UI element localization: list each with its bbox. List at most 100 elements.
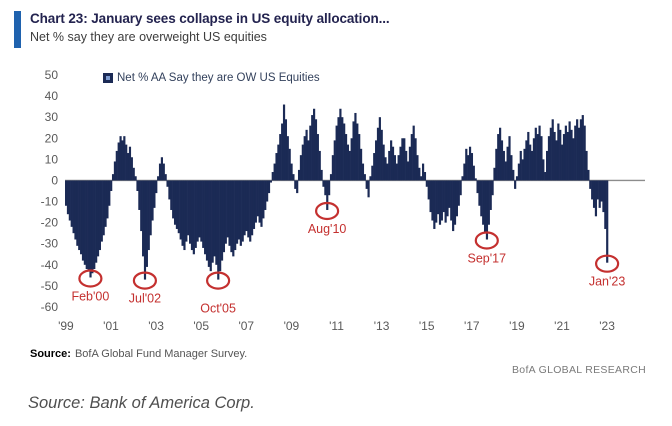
bar (115, 150, 118, 181)
bar (525, 140, 528, 181)
bar (427, 180, 430, 200)
bar (519, 150, 522, 181)
bar (260, 180, 263, 227)
bar (390, 140, 393, 181)
bar (510, 155, 513, 181)
bar (292, 174, 295, 181)
y-axis-tick-label: -40 (41, 258, 59, 272)
y-axis-tick-label: -10 (41, 195, 59, 209)
bar (166, 180, 169, 187)
bar (564, 125, 567, 181)
bar (515, 176, 519, 181)
bar (361, 163, 365, 181)
bar (542, 159, 545, 181)
bar (435, 180, 438, 223)
bar (442, 180, 445, 213)
bar (405, 150, 408, 181)
bar (348, 150, 351, 181)
bar (433, 180, 436, 229)
bar (299, 155, 303, 181)
bar (322, 180, 325, 187)
bar (416, 155, 419, 181)
bar (420, 176, 423, 181)
bar (172, 180, 175, 219)
bar (175, 180, 179, 229)
bar (412, 125, 415, 181)
bar (375, 140, 378, 181)
bar (185, 180, 188, 242)
bar (87, 180, 90, 272)
bar (273, 163, 276, 181)
bar (483, 180, 487, 234)
bar (183, 180, 186, 251)
bar (222, 180, 226, 253)
bar (363, 174, 366, 181)
bar (414, 138, 417, 181)
bar (474, 178, 477, 181)
bar (89, 180, 92, 278)
bar (328, 180, 331, 196)
bar (388, 150, 391, 181)
bar (181, 180, 184, 246)
bar (406, 161, 410, 181)
bar (313, 108, 316, 181)
bar (305, 129, 308, 181)
bar (450, 180, 453, 221)
bar (384, 157, 387, 181)
bar (111, 174, 115, 181)
bar (160, 157, 163, 181)
bar (521, 159, 524, 181)
bar (147, 180, 150, 251)
bar (517, 163, 520, 181)
bar (440, 180, 443, 221)
bar (429, 180, 432, 213)
annotation-label: Sep'17 (468, 252, 507, 266)
bar (568, 121, 571, 181)
bar (93, 180, 96, 270)
bar (113, 161, 117, 181)
bar (68, 180, 71, 221)
bar (423, 172, 427, 181)
bar (472, 165, 475, 181)
bar (418, 167, 421, 181)
bar (476, 180, 479, 194)
legend-label: Net % AA Say they are OW US Equities (117, 72, 320, 84)
bar (352, 121, 355, 181)
bar (587, 169, 590, 181)
chart-title: Chart 23: January sees collapse in US eq… (30, 11, 390, 26)
bar (271, 172, 274, 181)
bar (143, 180, 147, 280)
bar (579, 119, 582, 181)
x-axis-tick-label: '05 (193, 319, 209, 333)
bar (365, 180, 368, 189)
bar (391, 146, 395, 181)
bar (132, 167, 135, 181)
bar (209, 180, 212, 272)
bar (66, 180, 70, 215)
bar (173, 180, 177, 225)
bar (157, 176, 160, 181)
annotation-circle-icon (132, 271, 157, 290)
bar (301, 144, 304, 181)
bar (296, 180, 299, 194)
bar (512, 169, 515, 181)
bar (85, 180, 88, 270)
bar (282, 104, 286, 181)
bar (95, 180, 98, 263)
bar (277, 144, 280, 181)
bar (566, 131, 569, 181)
bar (335, 125, 338, 181)
bar (538, 125, 541, 181)
bar (170, 180, 173, 210)
bar (217, 180, 220, 280)
image-caption: Source: Bank of America Corp. (28, 394, 255, 412)
bar (297, 169, 301, 181)
bar (444, 180, 447, 223)
bar (468, 146, 472, 181)
bar (376, 127, 380, 181)
bar (341, 117, 344, 181)
bar (309, 125, 312, 181)
bar (219, 180, 222, 272)
bar (326, 180, 329, 210)
bar (343, 123, 346, 181)
